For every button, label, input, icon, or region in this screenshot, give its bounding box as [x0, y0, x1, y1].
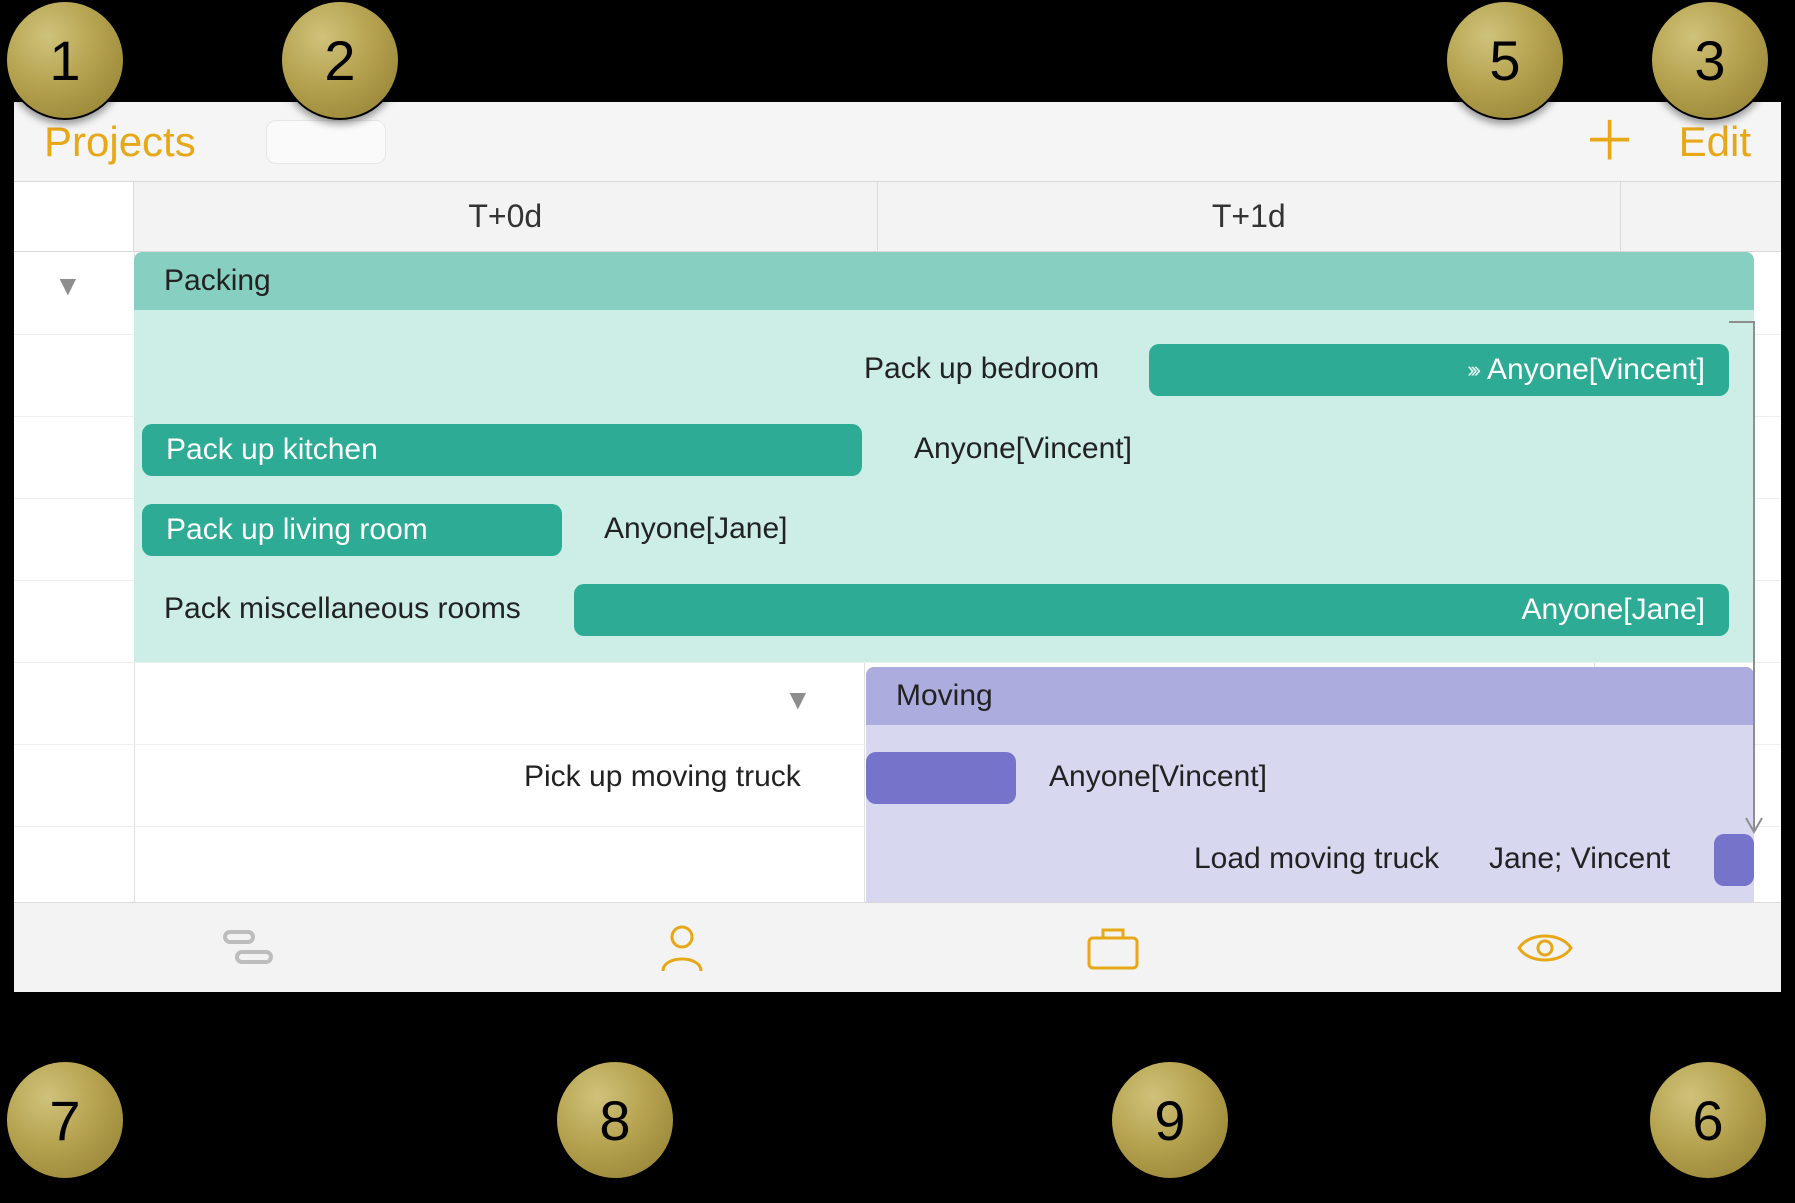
- annotation-callout: 6: [1648, 1060, 1768, 1180]
- task-bar[interactable]: ›››Anyone[Vincent]: [1149, 344, 1729, 396]
- annotation-callout: 1: [5, 0, 125, 120]
- task-label: Load moving truck: [1194, 842, 1439, 876]
- briefcase-icon[interactable]: [1083, 918, 1143, 978]
- gantt-chart[interactable]: Packing ▼ ›››Anyone[Vincent] Pack up bedroo…: [14, 252, 1781, 902]
- app-window: Projects ＋ Edit T+0d T+1d Packing ▼ ›››Any…: [14, 102, 1781, 992]
- task-bar[interactable]: Anyone[Jane]: [574, 584, 1729, 636]
- task-label: Pack up bedroom: [864, 352, 1099, 386]
- collapse-icon[interactable]: ▼: [54, 270, 82, 302]
- task-bar[interactable]: [1714, 834, 1754, 886]
- gantt-view-icon[interactable]: [220, 918, 280, 978]
- search-field[interactable]: [266, 120, 386, 164]
- task-bar[interactable]: [866, 752, 1016, 804]
- edit-button[interactable]: Edit: [1679, 118, 1751, 166]
- collapse-icon[interactable]: ▼: [784, 684, 812, 716]
- timeline-day-1: T+1d: [878, 182, 1622, 251]
- timeline-header: T+0d T+1d: [14, 182, 1781, 252]
- annotation-callout: 5: [1445, 0, 1565, 120]
- eye-icon[interactable]: [1515, 918, 1575, 978]
- timeline-day-0: T+0d: [134, 182, 878, 251]
- task-assignee: Jane; Vincent: [1489, 842, 1670, 876]
- group-header-moving[interactable]: Moving: [866, 667, 1754, 725]
- add-button[interactable]: ＋: [1583, 115, 1637, 169]
- group-header-packing[interactable]: Packing: [134, 252, 1754, 310]
- annotation-callout: 3: [1650, 0, 1770, 120]
- task-bar[interactable]: Pack up living room: [142, 504, 562, 556]
- task-bar[interactable]: Pack up kitchen: [142, 424, 862, 476]
- annotation-callout: 7: [5, 1060, 125, 1180]
- task-assignee: Anyone[Jane]: [604, 512, 787, 546]
- task-assignee: Anyone[Vincent]: [914, 432, 1132, 466]
- annotation-callout: 2: [280, 0, 400, 120]
- annotation-callout: 8: [555, 1060, 675, 1180]
- people-icon[interactable]: [652, 918, 712, 978]
- task-label: Pick up moving truck: [524, 760, 801, 794]
- task-label: Pack miscellaneous rooms: [164, 592, 521, 626]
- annotation-callout: 9: [1110, 1060, 1230, 1180]
- task-assignee: Anyone[Vincent]: [1049, 760, 1267, 794]
- projects-back-button[interactable]: Projects: [44, 118, 196, 166]
- timeline-gutter: [14, 182, 134, 251]
- bottom-toolbar: [14, 902, 1781, 992]
- timeline-tail: [1621, 182, 1781, 251]
